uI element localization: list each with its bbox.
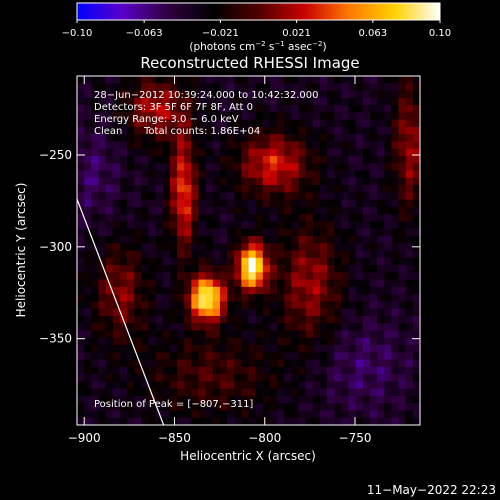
- x-axis-ticks: −900 −850 −800 −750: [68, 76, 372, 445]
- y-axis-label: Heliocentric Y (arcsec): [14, 183, 28, 318]
- annotation-energy: Energy Range: 3.0 − 6.0 keV: [94, 114, 239, 125]
- colorbar-tick-label: 0.10: [429, 28, 451, 39]
- colorbar-tick-label: −0.10: [62, 28, 93, 39]
- colorbar-label: (photons cm−2 s−1 asec−2): [189, 40, 326, 53]
- solar-limb-curve: [77, 198, 165, 425]
- x-tick-label: −750: [339, 431, 372, 445]
- annotation-block: 28−Jun−2012 10:39:24.000 to 10:42:32.000…: [94, 90, 319, 410]
- x-tick-label: −800: [248, 431, 281, 445]
- chart-title: Reconstructed RHESSI Image: [140, 54, 359, 72]
- annotation-method: Clean: [94, 126, 122, 137]
- y-tick-label: −350: [39, 332, 72, 346]
- colorbar-tick-label: 0.063: [359, 28, 388, 39]
- x-tick-label: −850: [158, 431, 191, 445]
- x-tick-label: −900: [68, 431, 101, 445]
- colorbar-tick-label: −0.021: [202, 28, 239, 39]
- x-axis-label: Heliocentric X (arcsec): [180, 449, 316, 463]
- colorbar-ticks: −0.10 −0.063 −0.021 0.021 0.063 0.10: [62, 20, 451, 39]
- colorbar-tick-label: 0.021: [282, 28, 311, 39]
- annotation-time: 28−Jun−2012 10:39:24.000 to 10:42:32.000: [94, 90, 319, 101]
- y-tick-label: −300: [39, 240, 72, 254]
- y-axis-ticks: −250 −300 −350: [39, 148, 420, 346]
- colorbar: [76, 2, 441, 21]
- y-tick-label: −250: [39, 148, 72, 162]
- heatmap-cells: [77, 76, 420, 425]
- footer-date: 11−May−2022 22:23: [367, 483, 496, 497]
- colorbar-tick-label: −0.063: [126, 28, 163, 39]
- plot-frame: [76, 75, 421, 426]
- annotation-detectors: Detectors: 3F 5F 6F 7F 8F, Att 0: [94, 102, 253, 113]
- annotation-counts: Total counts: 1.86E+04: [143, 126, 260, 137]
- annotation-peak: Position of Peak = [−807,−311]: [94, 399, 253, 410]
